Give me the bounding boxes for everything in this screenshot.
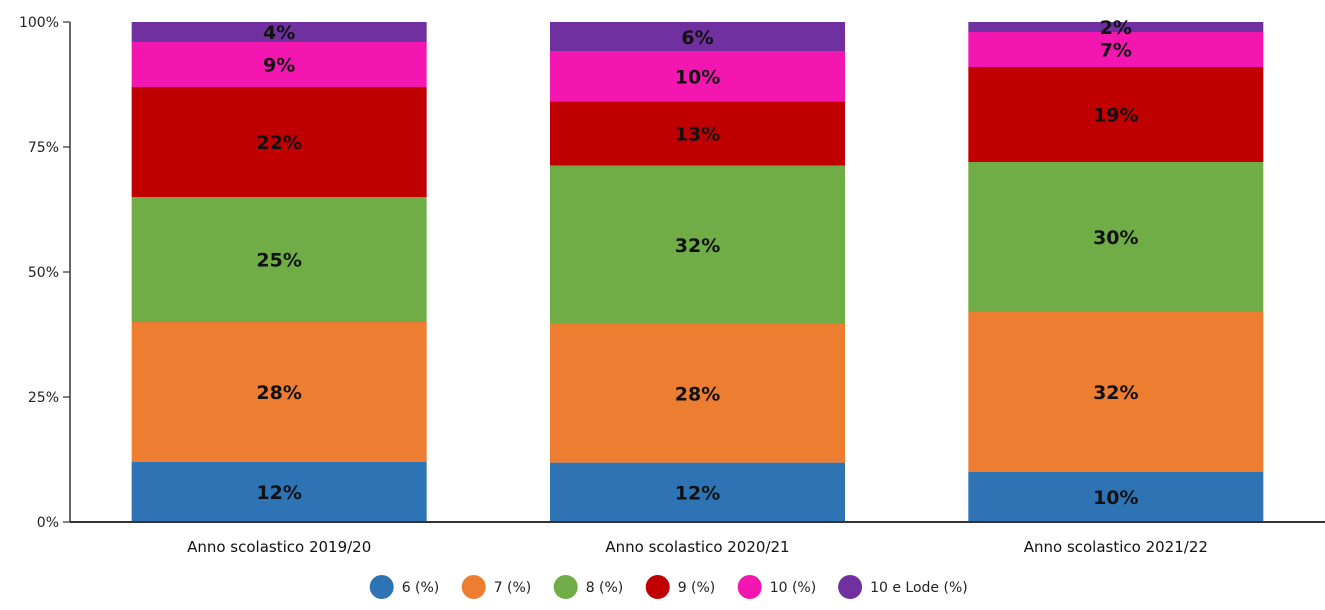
legend-label: 9 (%): [678, 580, 716, 596]
legend-label: 10 e Lode (%): [870, 580, 968, 596]
bar-segment: [550, 101, 845, 166]
legend-label: 7 (%): [494, 580, 532, 596]
x-category-label: Anno scolastico 2021/22: [1024, 538, 1208, 556]
bar-segment: [131, 42, 427, 87]
bar-segment: [550, 462, 845, 522]
data-label: 12%: [256, 482, 301, 504]
data-label: 2%: [1100, 17, 1132, 39]
legend-swatch: [838, 575, 863, 599]
data-label: 30%: [1093, 227, 1138, 249]
data-label: 32%: [1093, 382, 1138, 404]
data-label: 6%: [681, 27, 713, 49]
bars-group: 12% 28% 25% 22% 9% 4% 12% 28% 32% 13% 10% 6% 10% 32% 3…: [131, 17, 1264, 522]
x-category-label: Anno scolastico 2019/20: [187, 538, 371, 556]
legend-label: 6 (%): [402, 580, 440, 596]
legend-item[interactable]: 10 (%): [737, 575, 817, 599]
legend-item[interactable]: 9 (%): [645, 575, 716, 599]
legend: 6 (%) 7 (%) 8 (%) 9 (%) 10 (%) 10 e Lode (%): [369, 575, 968, 599]
legend-swatch: [645, 575, 670, 599]
bar-segment: [550, 51, 845, 102]
data-label: 10%: [1093, 487, 1138, 509]
data-label: 7%: [1100, 40, 1132, 62]
x-axis: Anno scolastico 2019/20 Anno scolastico 2…: [70, 521, 1325, 556]
bar-segment: [131, 87, 427, 197]
y-tick-label: 25%: [28, 390, 59, 406]
legend-label: 8 (%): [586, 580, 624, 596]
x-category-label: Anno scolastico 2020/21: [605, 538, 789, 556]
data-label: 9%: [263, 55, 295, 77]
legend-label: 10 (%): [770, 580, 817, 596]
bar-segment: [131, 462, 427, 522]
bar-segment: [131, 197, 427, 322]
bar-segment: [550, 22, 845, 52]
bar-segment: [968, 472, 1264, 522]
bar-stack: 12% 28% 32% 13% 10% 6%: [550, 22, 845, 522]
legend-swatch: [553, 575, 578, 599]
data-label: 19%: [1093, 105, 1138, 127]
legend-swatch: [369, 575, 394, 599]
y-axis: 0% 25% 50% 75% 100%: [19, 15, 71, 531]
data-label: 22%: [256, 132, 301, 154]
data-label: 28%: [256, 382, 301, 404]
y-tick-label: 75%: [28, 140, 59, 156]
bar-segment: [968, 312, 1264, 472]
bar-stack: 12% 28% 25% 22% 9% 4%: [131, 22, 427, 522]
bar-segment: [968, 22, 1264, 32]
y-tick-label: 0%: [37, 515, 59, 531]
legend-item[interactable]: 7 (%): [461, 575, 532, 599]
y-tick-label: 100%: [19, 15, 59, 31]
bar-segment: [968, 32, 1264, 67]
data-label: 25%: [256, 250, 301, 272]
data-label: 4%: [263, 22, 295, 44]
y-tick-label: 50%: [28, 265, 59, 281]
legend-item[interactable]: 6 (%): [369, 575, 440, 599]
legend-item[interactable]: 10 e Lode (%): [838, 575, 968, 599]
bar-segment: [968, 162, 1264, 312]
data-label: 10%: [675, 66, 720, 88]
data-label: 13%: [675, 123, 720, 145]
bar-stack: 10% 32% 30% 19% 7%2%: [968, 17, 1264, 522]
legend-swatch: [737, 575, 762, 599]
bar-segment: [131, 22, 427, 42]
bar-segment: [550, 165, 845, 324]
data-label: 12%: [675, 482, 720, 504]
data-label: 32%: [675, 235, 720, 257]
data-label: 28%: [675, 383, 720, 405]
bar-segment: [968, 67, 1264, 162]
bar-segment: [131, 322, 427, 462]
bar-segment: [550, 323, 845, 463]
legend-swatch: [461, 575, 486, 599]
legend-item[interactable]: 8 (%): [553, 575, 624, 599]
